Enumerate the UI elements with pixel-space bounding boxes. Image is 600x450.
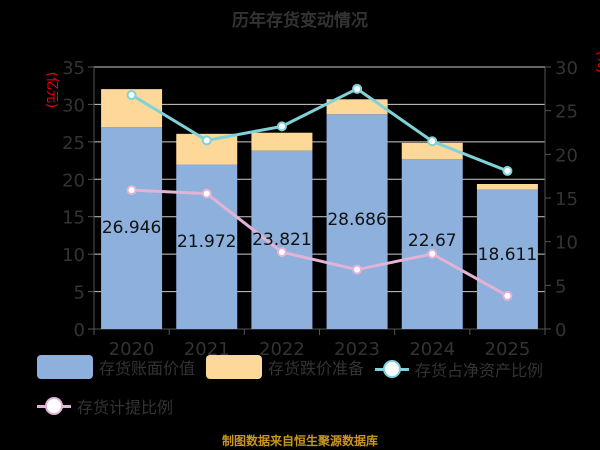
x-tick-label: 2020 (109, 339, 155, 360)
y-right-tick-label: 0 (555, 320, 566, 341)
legend-item-impairment[interactable]: 存货跌价准备 (206, 355, 364, 379)
y-right-tick-label: 30 (555, 58, 578, 79)
legend-label: 存货账面价值 (99, 359, 196, 378)
line-point (502, 165, 513, 176)
bar-data-label: 22.67 (408, 231, 457, 251)
line-point (201, 188, 212, 199)
bar-impairment (326, 99, 388, 115)
y-left-tick-label: 10 (62, 245, 85, 266)
legend-item-book-value[interactable]: 存货账面价值 (37, 355, 195, 379)
bar-impairment (476, 183, 538, 190)
line-point (276, 247, 287, 258)
bar-data-label: 18.611 (478, 245, 537, 265)
legend-line-marker-icon (375, 360, 409, 378)
y-right-tick-label: 5 (555, 276, 566, 297)
y-right-axis-label: (%) (594, 51, 600, 74)
bar-data-label: 26.946 (102, 218, 161, 238)
line-point (201, 135, 212, 146)
y-right-tick-label: 20 (555, 145, 578, 166)
y-right-tick-label: 10 (555, 233, 578, 254)
line-provision-ratio (131, 188, 509, 298)
bar-data-label: 28.686 (327, 210, 386, 230)
y-left-tick-label: 5 (74, 283, 85, 304)
line-net-asset-ratio (130, 87, 508, 173)
y-left-tick-label: 20 (62, 170, 85, 191)
bar-book-value (101, 127, 163, 329)
line-point (126, 185, 137, 196)
x-tick-label: 2022 (259, 339, 305, 360)
bar-impairment (251, 132, 313, 151)
y-left-tick-label: 15 (62, 208, 85, 229)
line-point (276, 121, 287, 132)
bar-book-value (326, 114, 388, 329)
legend-label: 存货占净资产比例 (415, 361, 544, 380)
line-point (427, 136, 438, 147)
x-tick-label: 2021 (184, 339, 230, 360)
chart-title: 历年存货变动情况 (232, 11, 368, 31)
x-tick-label: 2025 (485, 339, 531, 360)
source-footer: 制图数据来自恒生聚源数据库 (221, 434, 378, 448)
y-right-tick-label: 25 (555, 102, 578, 123)
bar-data-label: 23.821 (252, 230, 311, 250)
legend-item-provision-ratio[interactable]: 存货计提比例 (37, 394, 173, 418)
legend-swatch (206, 355, 262, 379)
bar-book-value (401, 159, 463, 329)
x-tick-label: 2023 (334, 339, 380, 360)
bar-book-value (476, 189, 538, 329)
bar-data-label: 21.972 (177, 232, 236, 252)
bar-book-value (251, 150, 313, 329)
legend-label: 存货计提比例 (77, 398, 174, 417)
legend-line-marker-icon (37, 397, 71, 415)
y-left-tick-label: 0 (74, 320, 85, 341)
y-left-tick-label: 25 (62, 133, 85, 154)
line-point (427, 248, 438, 259)
legend-item-net-asset-ratio[interactable]: 存货占净资产比例 (375, 357, 543, 381)
line-point (502, 290, 513, 301)
line-point (126, 89, 137, 100)
line-point (352, 264, 363, 275)
legend-swatch (37, 355, 93, 379)
y-left-axis-label: (亿元) (44, 72, 59, 108)
y-right-tick-label: 15 (555, 189, 578, 210)
line-point (352, 83, 363, 94)
y-left-tick-label: 35 (62, 58, 85, 79)
legend-label: 存货跌价准备 (268, 359, 365, 378)
x-tick-label: 2024 (409, 339, 455, 360)
y-left-tick-label: 30 (62, 95, 85, 116)
